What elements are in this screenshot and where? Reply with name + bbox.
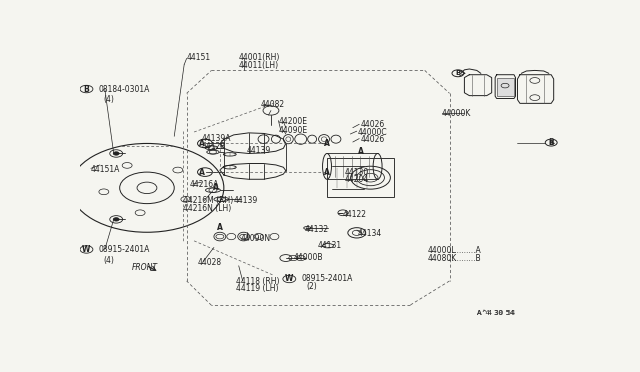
Text: 08184-0301A: 08184-0301A (99, 84, 150, 93)
Text: A^4 30 54: A^4 30 54 (477, 310, 514, 316)
Text: 44128: 44128 (202, 142, 225, 151)
Text: B: B (84, 84, 90, 93)
Text: A´4 30 54: A´4 30 54 (477, 310, 515, 316)
Text: W: W (285, 275, 294, 283)
Text: 44000C: 44000C (358, 128, 387, 137)
Text: 44134: 44134 (358, 229, 382, 238)
Text: A: A (218, 224, 223, 232)
Circle shape (113, 152, 119, 155)
Text: A: A (324, 168, 330, 177)
Text: B: B (548, 140, 554, 145)
Text: 44000L: 44000L (428, 246, 456, 255)
Text: (4): (4) (104, 95, 115, 104)
Text: 08915-2401A: 08915-2401A (301, 275, 353, 283)
Text: 44118 (RH): 44118 (RH) (236, 277, 280, 286)
Text: 44026: 44026 (360, 135, 385, 144)
Text: ............A: ............A (447, 246, 481, 255)
Text: (2): (2) (307, 282, 317, 291)
Text: 44216M (RH): 44216M (RH) (183, 196, 234, 205)
Text: 44139: 44139 (234, 196, 258, 205)
Text: 44026: 44026 (360, 121, 385, 129)
Text: 44001(RH): 44001(RH) (239, 53, 280, 62)
Text: ............B: ............B (447, 254, 481, 263)
Text: A: A (198, 168, 204, 177)
Text: A: A (198, 139, 204, 148)
Text: B: B (455, 70, 461, 76)
Text: 44090N: 44090N (240, 234, 270, 243)
Text: A: A (324, 139, 330, 148)
Text: 08915-2401A: 08915-2401A (99, 245, 150, 254)
Text: B: B (548, 138, 554, 147)
Text: 44080K: 44080K (428, 254, 456, 263)
Text: 44216A: 44216A (190, 180, 220, 189)
Text: 44000B: 44000B (293, 253, 323, 262)
Text: A: A (214, 183, 220, 192)
Text: 44011(LH): 44011(LH) (239, 61, 279, 70)
Text: 44119 (LH): 44119 (LH) (236, 284, 279, 293)
Text: 44204: 44204 (345, 175, 369, 185)
Bar (327, 158, 394, 197)
Text: (4): (4) (104, 256, 115, 264)
Text: 44151A: 44151A (91, 165, 120, 174)
Text: 44139: 44139 (246, 146, 271, 155)
Text: 44090E: 44090E (278, 126, 308, 135)
Text: 44028: 44028 (198, 258, 221, 267)
Text: 44131: 44131 (318, 241, 342, 250)
Text: 44000K: 44000K (442, 109, 472, 118)
Circle shape (113, 218, 119, 221)
Text: 44082: 44082 (261, 100, 285, 109)
Text: 44132: 44132 (305, 225, 329, 234)
Bar (497, 78, 514, 96)
Text: A: A (358, 147, 364, 156)
Text: FRONT: FRONT (132, 263, 158, 272)
Text: 44130: 44130 (345, 168, 369, 177)
Text: W: W (83, 245, 91, 254)
Text: 44151: 44151 (187, 53, 211, 62)
Text: 44200E: 44200E (278, 118, 307, 126)
Text: 44216N (LH): 44216N (LH) (183, 204, 232, 213)
Text: 44139A: 44139A (202, 134, 231, 143)
Text: 44122: 44122 (343, 210, 367, 219)
